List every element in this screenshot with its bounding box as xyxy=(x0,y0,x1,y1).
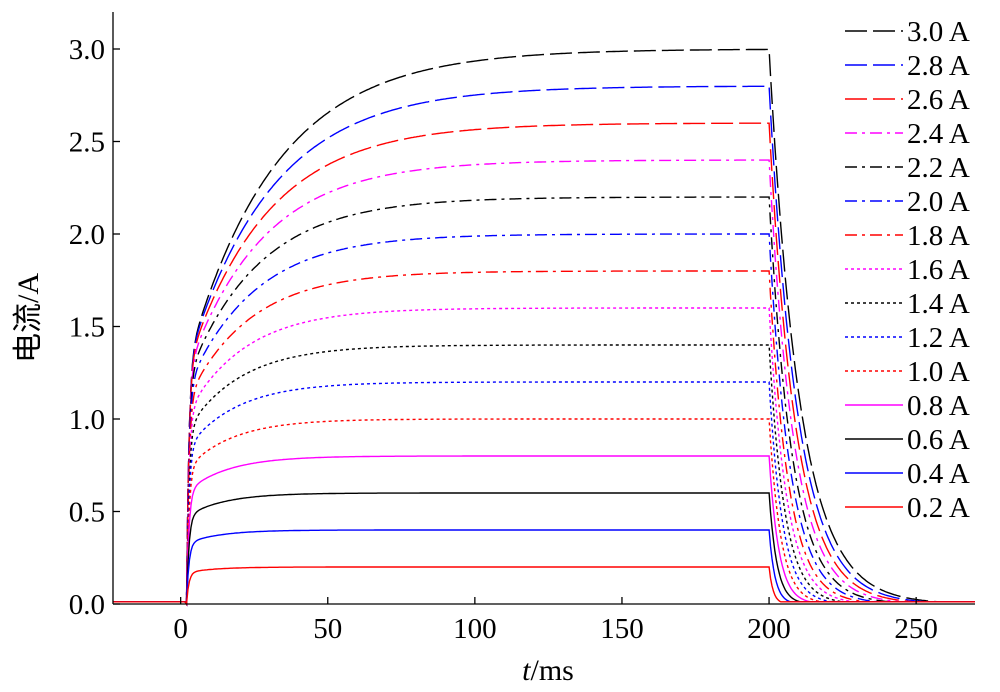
legend-item: 2.2 A xyxy=(845,152,970,184)
series-line-2-6-A xyxy=(113,122,975,607)
legend-item: 2.8 A xyxy=(845,50,970,82)
series-line-3-0-A xyxy=(113,48,975,607)
legend-item: 0.6 A xyxy=(845,424,970,456)
legend-label: 1.2 A xyxy=(907,322,970,354)
axes: 0.0 0.5 1.0 1.5 2.0 2.5 3.0 0 50 100 150 200 250 xyxy=(69,12,975,645)
legend-item: 0.8 A xyxy=(845,390,970,422)
series-line-2-4-A xyxy=(113,159,975,607)
x-tick-label: 100 xyxy=(453,613,497,645)
x-tick-label: 0 xyxy=(173,613,188,645)
legend-label: 2.8 A xyxy=(907,50,970,82)
legend-item: 3.0 A xyxy=(845,16,970,48)
legend-label: 1.6 A xyxy=(907,254,970,286)
y-axis-title: 电流/A xyxy=(12,273,45,363)
legend-item: 0.2 A xyxy=(845,492,970,524)
legend-item: 1.6 A xyxy=(845,254,970,286)
legend-label: 0.2 A xyxy=(907,492,970,524)
legend-item: 2.4 A xyxy=(845,118,970,150)
legend-label: 2.2 A xyxy=(907,152,970,184)
legend-item: 1.8 A xyxy=(845,220,970,252)
legend-label: 0.6 A xyxy=(907,424,970,456)
y-tick-label: 0.0 xyxy=(69,589,105,621)
series-line-2-0-A xyxy=(113,233,975,607)
series-line-2-8-A xyxy=(113,85,975,607)
y-tick-label: 1.0 xyxy=(69,404,105,436)
legend-item: 2.0 A xyxy=(845,186,970,218)
legend-label: 1.4 A xyxy=(907,288,970,320)
legend-item: 1.4 A xyxy=(845,288,970,320)
x-tick-label: 50 xyxy=(313,613,342,645)
series-line-1-6-A xyxy=(113,307,975,607)
x-axis-title: t/ms xyxy=(522,654,574,687)
series-line-1-4-A xyxy=(113,344,975,607)
y-tick-label: 2.5 xyxy=(69,127,105,159)
legend-label: 2.6 A xyxy=(907,84,970,116)
legend-label: 1.0 A xyxy=(907,356,970,388)
y-tick-label: 0.5 xyxy=(69,497,105,529)
legend-label: 2.4 A xyxy=(907,118,970,150)
x-tick-label: 250 xyxy=(894,613,938,645)
series-line-1-8-A xyxy=(113,270,975,607)
legend-item: 1.2 A xyxy=(845,322,970,354)
legend-item: 0.4 A xyxy=(845,458,970,490)
plot-area xyxy=(113,48,975,607)
legend: 3.0 A2.8 A2.6 A2.4 A2.2 A2.0 A1.8 A1.6 A… xyxy=(845,16,970,524)
y-tick-label: 1.5 xyxy=(69,312,105,344)
y-tick-label: 2.0 xyxy=(69,219,105,251)
x-tick-label: 150 xyxy=(600,613,644,645)
x-axis-title-unit: /ms xyxy=(530,654,573,687)
legend-label: 3.0 A xyxy=(907,16,970,48)
legend-item: 1.0 A xyxy=(845,356,970,388)
x-tick-label: 200 xyxy=(747,613,791,645)
legend-label: 0.4 A xyxy=(907,458,970,490)
series-line-0-2-A xyxy=(113,566,975,607)
series-line-0-6-A xyxy=(113,492,975,607)
legend-label: 1.8 A xyxy=(907,220,970,252)
series-line-2-2-A xyxy=(113,196,975,607)
x-axis-title-variable: t xyxy=(522,654,531,687)
legend-label: 0.8 A xyxy=(907,390,970,422)
legend-label: 2.0 A xyxy=(907,186,970,218)
series-layer xyxy=(113,48,975,607)
y-tick-label: 3.0 xyxy=(69,34,105,66)
legend-item: 2.6 A xyxy=(845,84,970,116)
